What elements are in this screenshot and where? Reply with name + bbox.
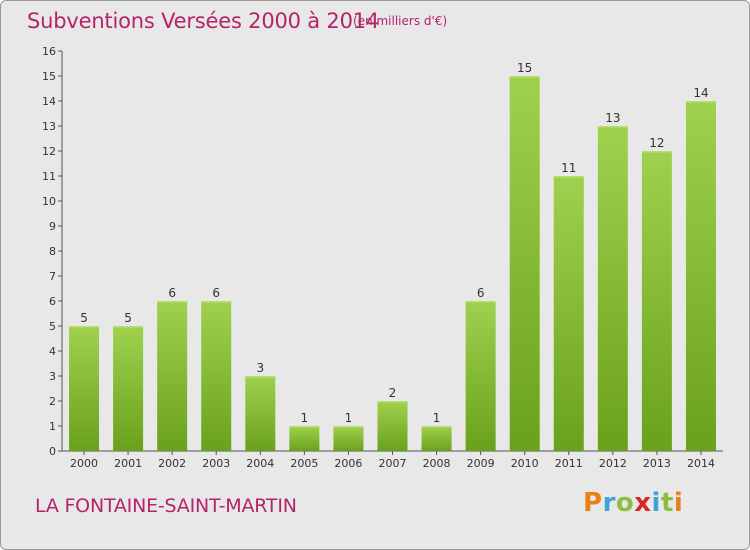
bar-top-highlight [685, 101, 716, 103]
x-tick-label-2004: 2004 [246, 457, 274, 470]
bar-2003 [201, 301, 232, 451]
value-label-2009: 6 [477, 286, 485, 300]
bar-2004 [245, 376, 276, 451]
x-tick-label-2002: 2002 [158, 457, 186, 470]
value-label-2014: 14 [693, 86, 708, 100]
y-tick-label: 13 [42, 120, 56, 133]
y-tick-label: 12 [42, 145, 56, 158]
bar-top-highlight [377, 401, 408, 403]
y-tick-label: 8 [49, 245, 56, 258]
proxiti-logo[interactable]: Proxiti [583, 488, 683, 518]
y-tick-label: 11 [42, 170, 56, 183]
logo-letter: t [660, 488, 674, 518]
y-tick-label: 2 [49, 395, 56, 408]
y-tick-label: 1 [49, 420, 56, 433]
logo-letter: P [583, 488, 603, 518]
bar-2001 [113, 326, 144, 451]
bar-top-highlight [69, 326, 100, 328]
bar-top-highlight [333, 426, 364, 428]
x-tick-label-2003: 2003 [202, 457, 230, 470]
bar-2002 [157, 301, 188, 451]
value-label-2013: 12 [649, 136, 664, 150]
bar-2008 [421, 426, 452, 451]
value-label-2002: 6 [168, 286, 176, 300]
bar-top-highlight [157, 301, 188, 303]
value-label-2008: 1 [433, 411, 441, 425]
x-tick-label-2011: 2011 [555, 457, 583, 470]
bar-top-highlight [289, 426, 320, 428]
y-tick-label: 7 [49, 270, 56, 283]
bar-top-highlight [113, 326, 144, 328]
value-label-2012: 13 [605, 111, 620, 125]
value-label-2000: 5 [80, 311, 88, 325]
x-tick-label-2010: 2010 [511, 457, 539, 470]
value-label-2003: 6 [212, 286, 220, 300]
bar-2014 [685, 101, 716, 451]
bar-top-highlight [553, 176, 584, 178]
x-tick-label-2008: 2008 [423, 457, 451, 470]
x-tick-label-2000: 2000 [70, 457, 98, 470]
y-tick-label: 10 [42, 195, 56, 208]
y-tick-label: 4 [49, 345, 56, 358]
bar-2012 [597, 126, 628, 451]
x-tick-label-2006: 2006 [334, 457, 362, 470]
chart-subtitle: (en milliers d'€) [353, 14, 448, 28]
x-tick-label-2014: 2014 [687, 457, 715, 470]
bar-top-highlight [597, 126, 628, 128]
x-tick-label-2007: 2007 [379, 457, 407, 470]
y-tick-label: 6 [49, 295, 56, 308]
x-tick-label-2001: 2001 [114, 457, 142, 470]
commune-name: LA FONTAINE-SAINT-MARTIN [35, 495, 297, 517]
bar-2007 [377, 401, 408, 451]
x-tick-label-2009: 2009 [467, 457, 495, 470]
bar-top-highlight [465, 301, 496, 303]
logo-letter: x [634, 488, 652, 518]
bar-2013 [641, 151, 672, 451]
y-tick-label: 5 [49, 320, 56, 333]
y-tick-label: 16 [42, 45, 56, 58]
bar-2005 [289, 426, 320, 451]
bar-2010 [509, 76, 540, 451]
value-label-2011: 11 [561, 161, 576, 175]
bar-top-highlight [421, 426, 452, 428]
logo-letter: i [673, 488, 684, 518]
bar-2009 [465, 301, 496, 451]
value-label-2006: 1 [345, 411, 353, 425]
bar-2006 [333, 426, 364, 451]
y-tick-label: 3 [49, 370, 56, 383]
x-tick-label-2012: 2012 [599, 457, 627, 470]
value-label-2001: 5 [124, 311, 132, 325]
bar-2000 [69, 326, 100, 451]
bar-top-highlight [641, 151, 672, 153]
y-tick-label: 15 [42, 70, 56, 83]
bar-top-highlight [201, 301, 232, 303]
logo-letter: o [615, 488, 635, 518]
y-tick-label: 14 [42, 95, 56, 108]
x-tick-label-2005: 2005 [290, 457, 318, 470]
value-label-2005: 1 [301, 411, 309, 425]
y-tick-label: 9 [49, 220, 56, 233]
y-tick-label: 0 [49, 445, 56, 458]
logo-letter: r [602, 488, 616, 518]
x-tick-label-2013: 2013 [643, 457, 671, 470]
logo-letter: i [651, 488, 661, 518]
bar-top-highlight [509, 76, 540, 78]
value-label-2010: 15 [517, 61, 532, 75]
bar-2011 [553, 176, 584, 451]
bar-top-highlight [245, 376, 276, 378]
chart-title: Subventions Versées 2000 à 2014 [27, 9, 380, 33]
value-label-2004: 3 [256, 361, 264, 375]
value-label-2007: 2 [389, 386, 397, 400]
